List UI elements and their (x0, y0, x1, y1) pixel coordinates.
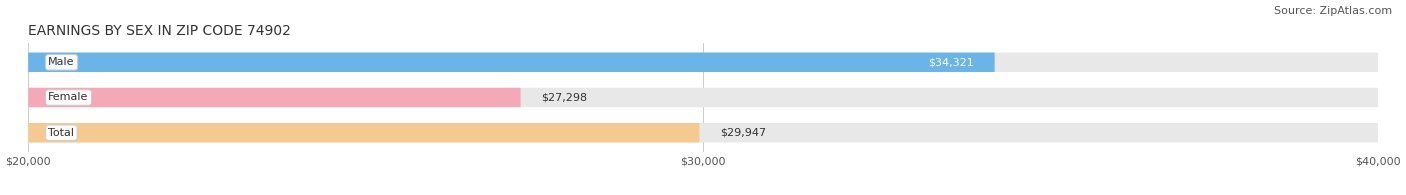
Text: $29,947: $29,947 (720, 128, 766, 138)
Text: Male: Male (48, 57, 75, 67)
FancyBboxPatch shape (28, 88, 520, 107)
FancyBboxPatch shape (28, 53, 1378, 72)
Text: Total: Total (48, 128, 75, 138)
Text: Source: ZipAtlas.com: Source: ZipAtlas.com (1274, 6, 1392, 16)
FancyBboxPatch shape (28, 53, 994, 72)
Text: $34,321: $34,321 (928, 57, 974, 67)
FancyBboxPatch shape (28, 123, 1378, 142)
FancyBboxPatch shape (28, 123, 699, 142)
FancyBboxPatch shape (28, 88, 1378, 107)
Text: Female: Female (48, 92, 89, 103)
Text: EARNINGS BY SEX IN ZIP CODE 74902: EARNINGS BY SEX IN ZIP CODE 74902 (28, 24, 291, 38)
Text: $27,298: $27,298 (541, 92, 588, 103)
